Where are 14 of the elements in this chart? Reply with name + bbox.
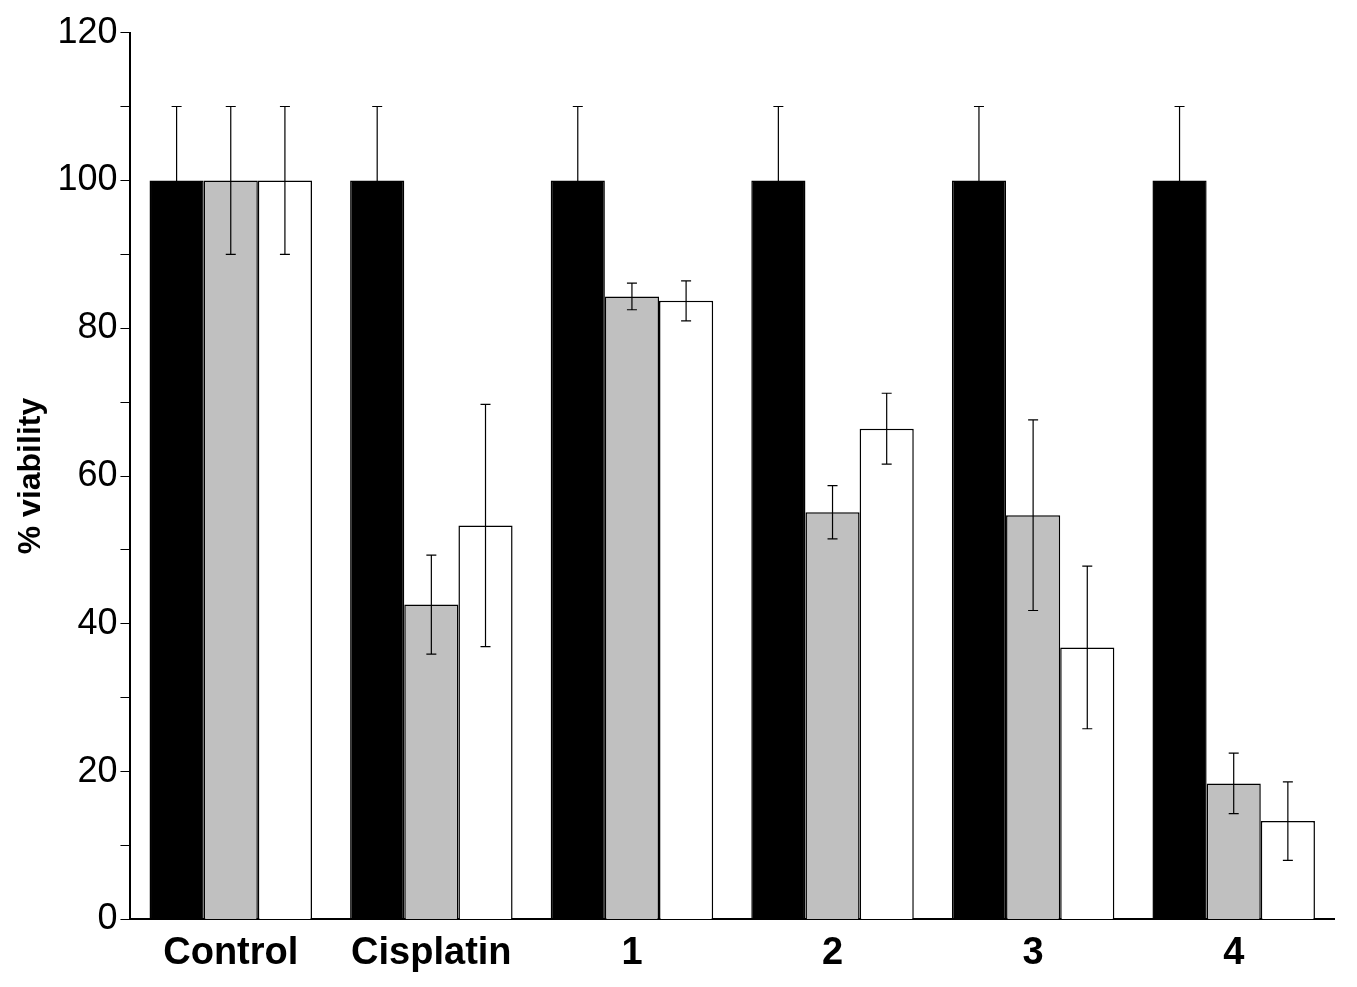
y-tick-label: 0 (97, 896, 118, 938)
y-tick-label: 20 (77, 748, 118, 790)
y-tick-label: 80 (77, 305, 118, 347)
y-axis-title: % viability (11, 397, 48, 555)
y-tick-label: 40 (77, 600, 118, 642)
x-tick-label: 4 (1223, 929, 1245, 972)
x-tick-label: Control (163, 929, 299, 972)
x-tick-label: Cisplatin (351, 929, 512, 972)
y-tick-label: 60 (77, 452, 118, 494)
x-tick-label: 2 (821, 929, 844, 972)
y-tick-label: 100 (57, 157, 118, 199)
x-tick-label: 1 (621, 929, 643, 972)
y-tick-label: 120 (57, 9, 118, 51)
x-tick-label: 3 (1022, 929, 1044, 972)
